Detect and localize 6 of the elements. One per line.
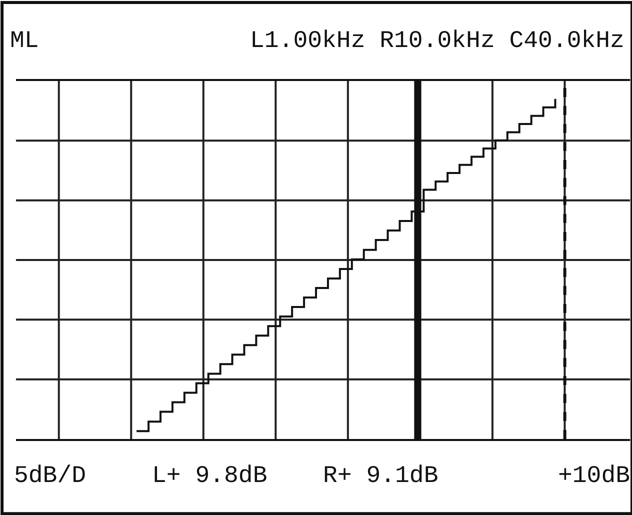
text: 5dB/D bbox=[14, 463, 86, 490]
chart-subtitle: L1.00kHz R10.0kHz C40.0kHz bbox=[250, 28, 624, 55]
text: +10dB bbox=[558, 463, 630, 490]
text: L+ 9.8dB bbox=[152, 463, 268, 490]
chart-title: ML bbox=[10, 28, 39, 55]
text: R+ 9.1dB bbox=[323, 463, 438, 490]
